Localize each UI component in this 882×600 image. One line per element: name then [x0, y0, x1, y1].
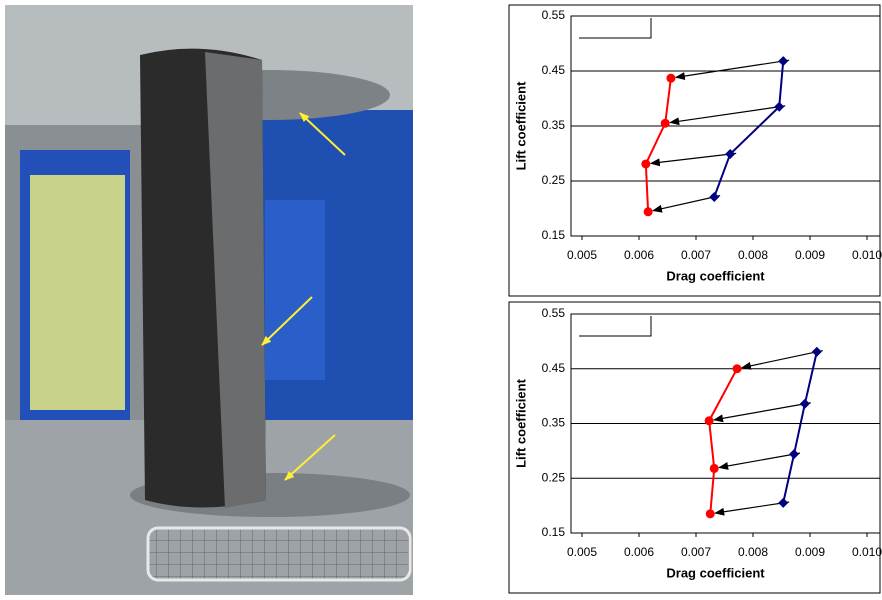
y-tick-label: 0.35: [542, 118, 566, 132]
y-axis-title: Lift coefficient: [513, 378, 528, 468]
point: [706, 509, 715, 518]
y-tick-label: 0.55: [542, 306, 566, 320]
x-tick-label: 0.005: [567, 545, 597, 559]
x-axis-title: Drag coefficient: [666, 268, 765, 283]
y-tick-label: 0.35: [542, 416, 566, 430]
x-tick-label: 0.007: [681, 545, 711, 559]
point: [644, 207, 653, 216]
page: {"chart_data": [ {"type": "line", "x_lab…: [0, 0, 882, 600]
y-tick-label: 0.45: [542, 63, 566, 77]
y-tick-label: 0.25: [542, 470, 566, 484]
x-tick-label: 0.008: [738, 545, 768, 559]
y-tick-label: 0.55: [542, 8, 566, 22]
y-tick-label: 0.15: [542, 228, 566, 242]
photo: [5, 5, 413, 595]
x-axis-title: Drag coefficient: [666, 565, 765, 580]
y-tick-label: 0.15: [542, 525, 566, 539]
figure: 0.15 0.25 0.35 0.45 0.55 0.005 0.006 0.007 0.008…: [0, 0, 882, 595]
x-tick-label: 0.009: [795, 545, 825, 559]
x-tick-label: 0.006: [624, 248, 654, 262]
x-tick-label: 0.006: [624, 545, 654, 559]
y-axis-title: Lift coefficient: [513, 81, 528, 171]
point: [733, 364, 742, 373]
y-tick-label: 0.25: [542, 173, 566, 187]
x-tick-label: 0.005: [567, 248, 597, 262]
y-tick-label: 0.45: [542, 361, 566, 375]
x-tick-label: 0.009: [795, 248, 825, 262]
x-tick-label: 0.010: [852, 248, 882, 262]
point: [661, 119, 670, 128]
point: [710, 464, 719, 473]
point: [666, 74, 675, 83]
x-tick-label: 0.007: [681, 248, 711, 262]
x-tick-label: 0.010: [852, 545, 882, 559]
point: [641, 159, 650, 168]
point: [705, 416, 714, 425]
x-tick-label: 0.008: [738, 248, 768, 262]
